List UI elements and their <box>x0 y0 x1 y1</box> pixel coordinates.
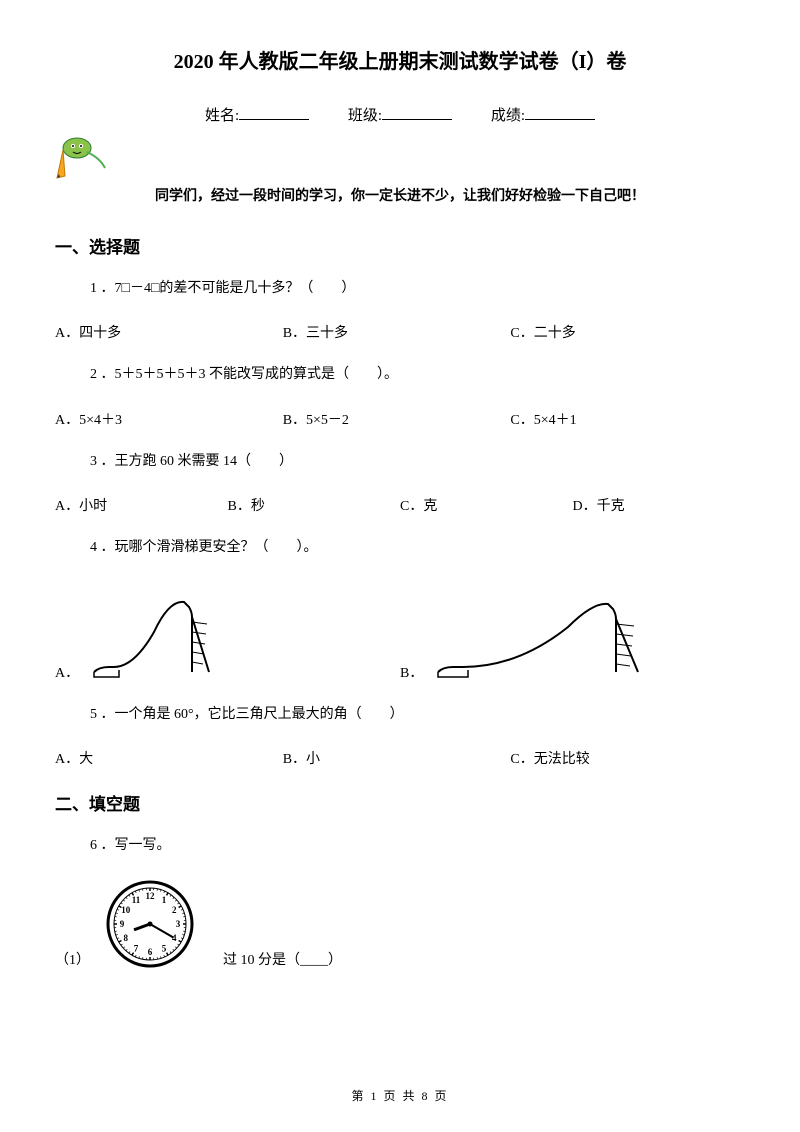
slide-steep-icon <box>84 582 254 682</box>
question-2: 2 ．5＋5＋5＋5＋3 不能改写成的算式是（ ）。 <box>90 364 745 386</box>
svg-text:12: 12 <box>146 891 156 901</box>
question-5: 5 ．一个角是 60°，它比三角尺上最大的角（ ） <box>90 704 745 726</box>
q2-option-a[interactable]: A．5×4＋3 <box>55 409 283 429</box>
question-1: 1 ．7□－4□的差不可能是几十多？（ ） <box>90 278 745 300</box>
q5-option-c[interactable]: C．无法比较 <box>510 748 738 768</box>
question-1-options: A．四十多 B．三十多 C．二十多 <box>55 322 745 342</box>
q3-option-d[interactable]: D．千克 <box>573 495 746 515</box>
q3-option-b[interactable]: B．秒 <box>228 495 401 515</box>
question-2-options: A．5×4＋3 B．5×5－2 C．5×4＋1 <box>55 409 745 429</box>
svg-text:10: 10 <box>121 905 130 915</box>
question-4-options: A． B． <box>55 582 745 682</box>
svg-text:8: 8 <box>124 933 129 943</box>
section-2-title: 二、填空题 <box>55 790 745 815</box>
question-6-sub1: （1） 121234567891011 过 10 分是（____） <box>55 879 745 969</box>
page-footer: 第 1 页 共 8 页 <box>0 1087 800 1104</box>
question-3-options: A．小时 B．秒 C．克 D．千克 <box>55 495 745 515</box>
name-blank[interactable] <box>239 119 309 120</box>
svg-text:7: 7 <box>134 944 139 954</box>
clock-icon: 121234567891011 <box>105 879 195 969</box>
q3-option-a[interactable]: A．小时 <box>55 495 228 515</box>
q5-option-b[interactable]: B．小 <box>283 748 511 768</box>
svg-text:3: 3 <box>176 919 181 929</box>
q6-sub-label: （1） <box>55 949 90 969</box>
score-label: 成绩: <box>491 108 525 124</box>
class-blank[interactable] <box>382 119 452 120</box>
svg-text:6: 6 <box>148 947 153 957</box>
question-6: 6 ．写一写。 <box>90 835 745 857</box>
svg-text:1: 1 <box>162 895 167 905</box>
q1-option-a[interactable]: A．四十多 <box>55 322 283 342</box>
question-4: 4 ．玩哪个滑滑梯更安全？（ ）。 <box>90 537 745 559</box>
q5-option-a[interactable]: A．大 <box>55 748 283 768</box>
svg-text:9: 9 <box>120 919 125 929</box>
pencil-mascot-icon <box>55 130 115 180</box>
svg-text:5: 5 <box>162 944 167 954</box>
question-3: 3 ．王方跑 60 米需要 14（ ） <box>90 451 745 473</box>
slide-gentle-icon <box>428 582 668 682</box>
svg-text:2: 2 <box>172 905 177 915</box>
q2-option-c[interactable]: C．5×4＋1 <box>510 409 738 429</box>
exam-title: 2020 年人教版二年级上册期末测试数学试卷（I）卷 <box>55 45 745 74</box>
q4-option-b-label: B． <box>400 662 423 682</box>
student-info-line: 姓名: 班级: 成绩: <box>55 104 745 125</box>
q4-option-b[interactable]: B． <box>400 582 745 682</box>
footer-text: 第 1 页 共 8 页 <box>351 1089 448 1103</box>
q4-option-a-label: A． <box>55 662 79 682</box>
q2-option-b[interactable]: B．5×5－2 <box>283 409 511 429</box>
q3-option-c[interactable]: C．克 <box>400 495 573 515</box>
question-5-options: A．大 B．小 C．无法比较 <box>55 748 745 768</box>
svg-text:11: 11 <box>132 895 141 905</box>
score-blank[interactable] <box>525 119 595 120</box>
q1-option-b[interactable]: B．三十多 <box>283 322 511 342</box>
class-label: 班级: <box>348 108 382 124</box>
q4-option-a[interactable]: A． <box>55 582 400 682</box>
q6-after-text: 过 10 分是（____） <box>223 949 342 969</box>
name-label: 姓名: <box>205 108 239 124</box>
q1-option-c[interactable]: C．二十多 <box>510 322 738 342</box>
encouragement-text: 同学们，经过一段时间的学习，你一定长进不少，让我们好好检验一下自己吧！ <box>55 185 745 205</box>
section-1-title: 一、选择题 <box>55 233 745 258</box>
